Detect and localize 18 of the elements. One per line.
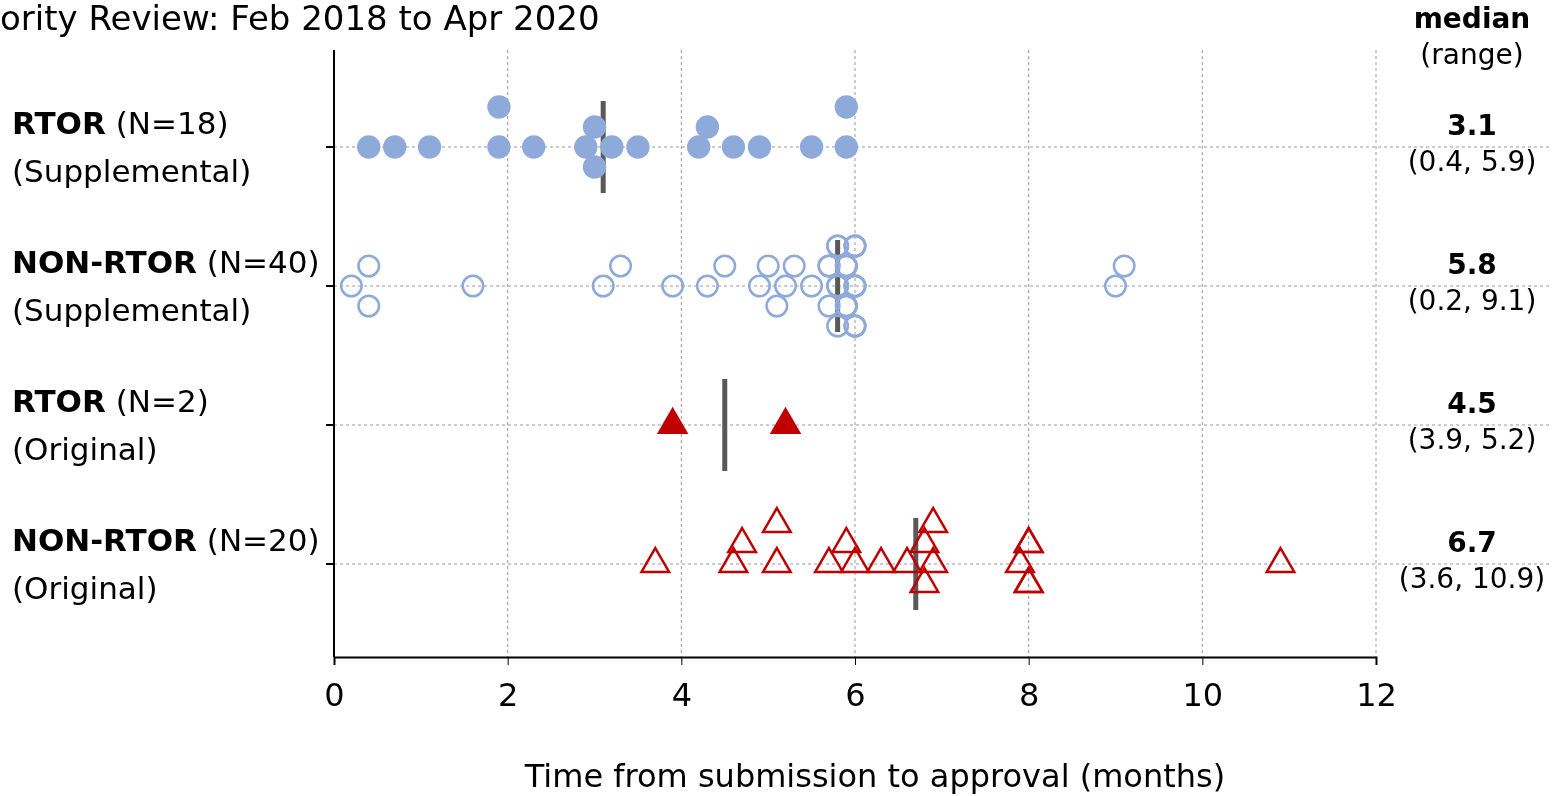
y-tick-label: NON-RTOR (N=40) (Supplemental) <box>12 244 320 329</box>
text: 3.1 (0.4, 5.9) <box>1407 109 1537 179</box>
chart-title: ority Review: Feb 2018 to Apr 2020 <box>0 0 600 38</box>
category-label: NON-RTOR (N=20) (Original) <box>12 522 320 607</box>
x-tick-label: 8 <box>1018 676 1040 715</box>
x-tick-label: 10 <box>1182 676 1224 715</box>
y-tick-label: RTOR (N=2) (Original) <box>12 383 209 468</box>
x-tick-label: 2 <box>497 676 519 715</box>
y-tick-label: RTOR (N=18) (Supplemental) <box>12 105 252 190</box>
text: 5.8 (0.2, 9.1) <box>1407 248 1537 318</box>
x-tick-label: 12 <box>1356 676 1397 715</box>
x-tick-label: 0 <box>324 676 345 715</box>
x-axis-title: Time from submission to approval (months) <box>523 757 1226 795</box>
text: 4.5 (3.9, 5.2) <box>1407 387 1537 457</box>
x-tick-label: 6 <box>845 676 866 715</box>
text: 6.7 (3.6, 10.9) <box>1398 526 1546 596</box>
text: median (range) <box>1413 2 1531 72</box>
x-tick-label: 4 <box>671 676 693 715</box>
